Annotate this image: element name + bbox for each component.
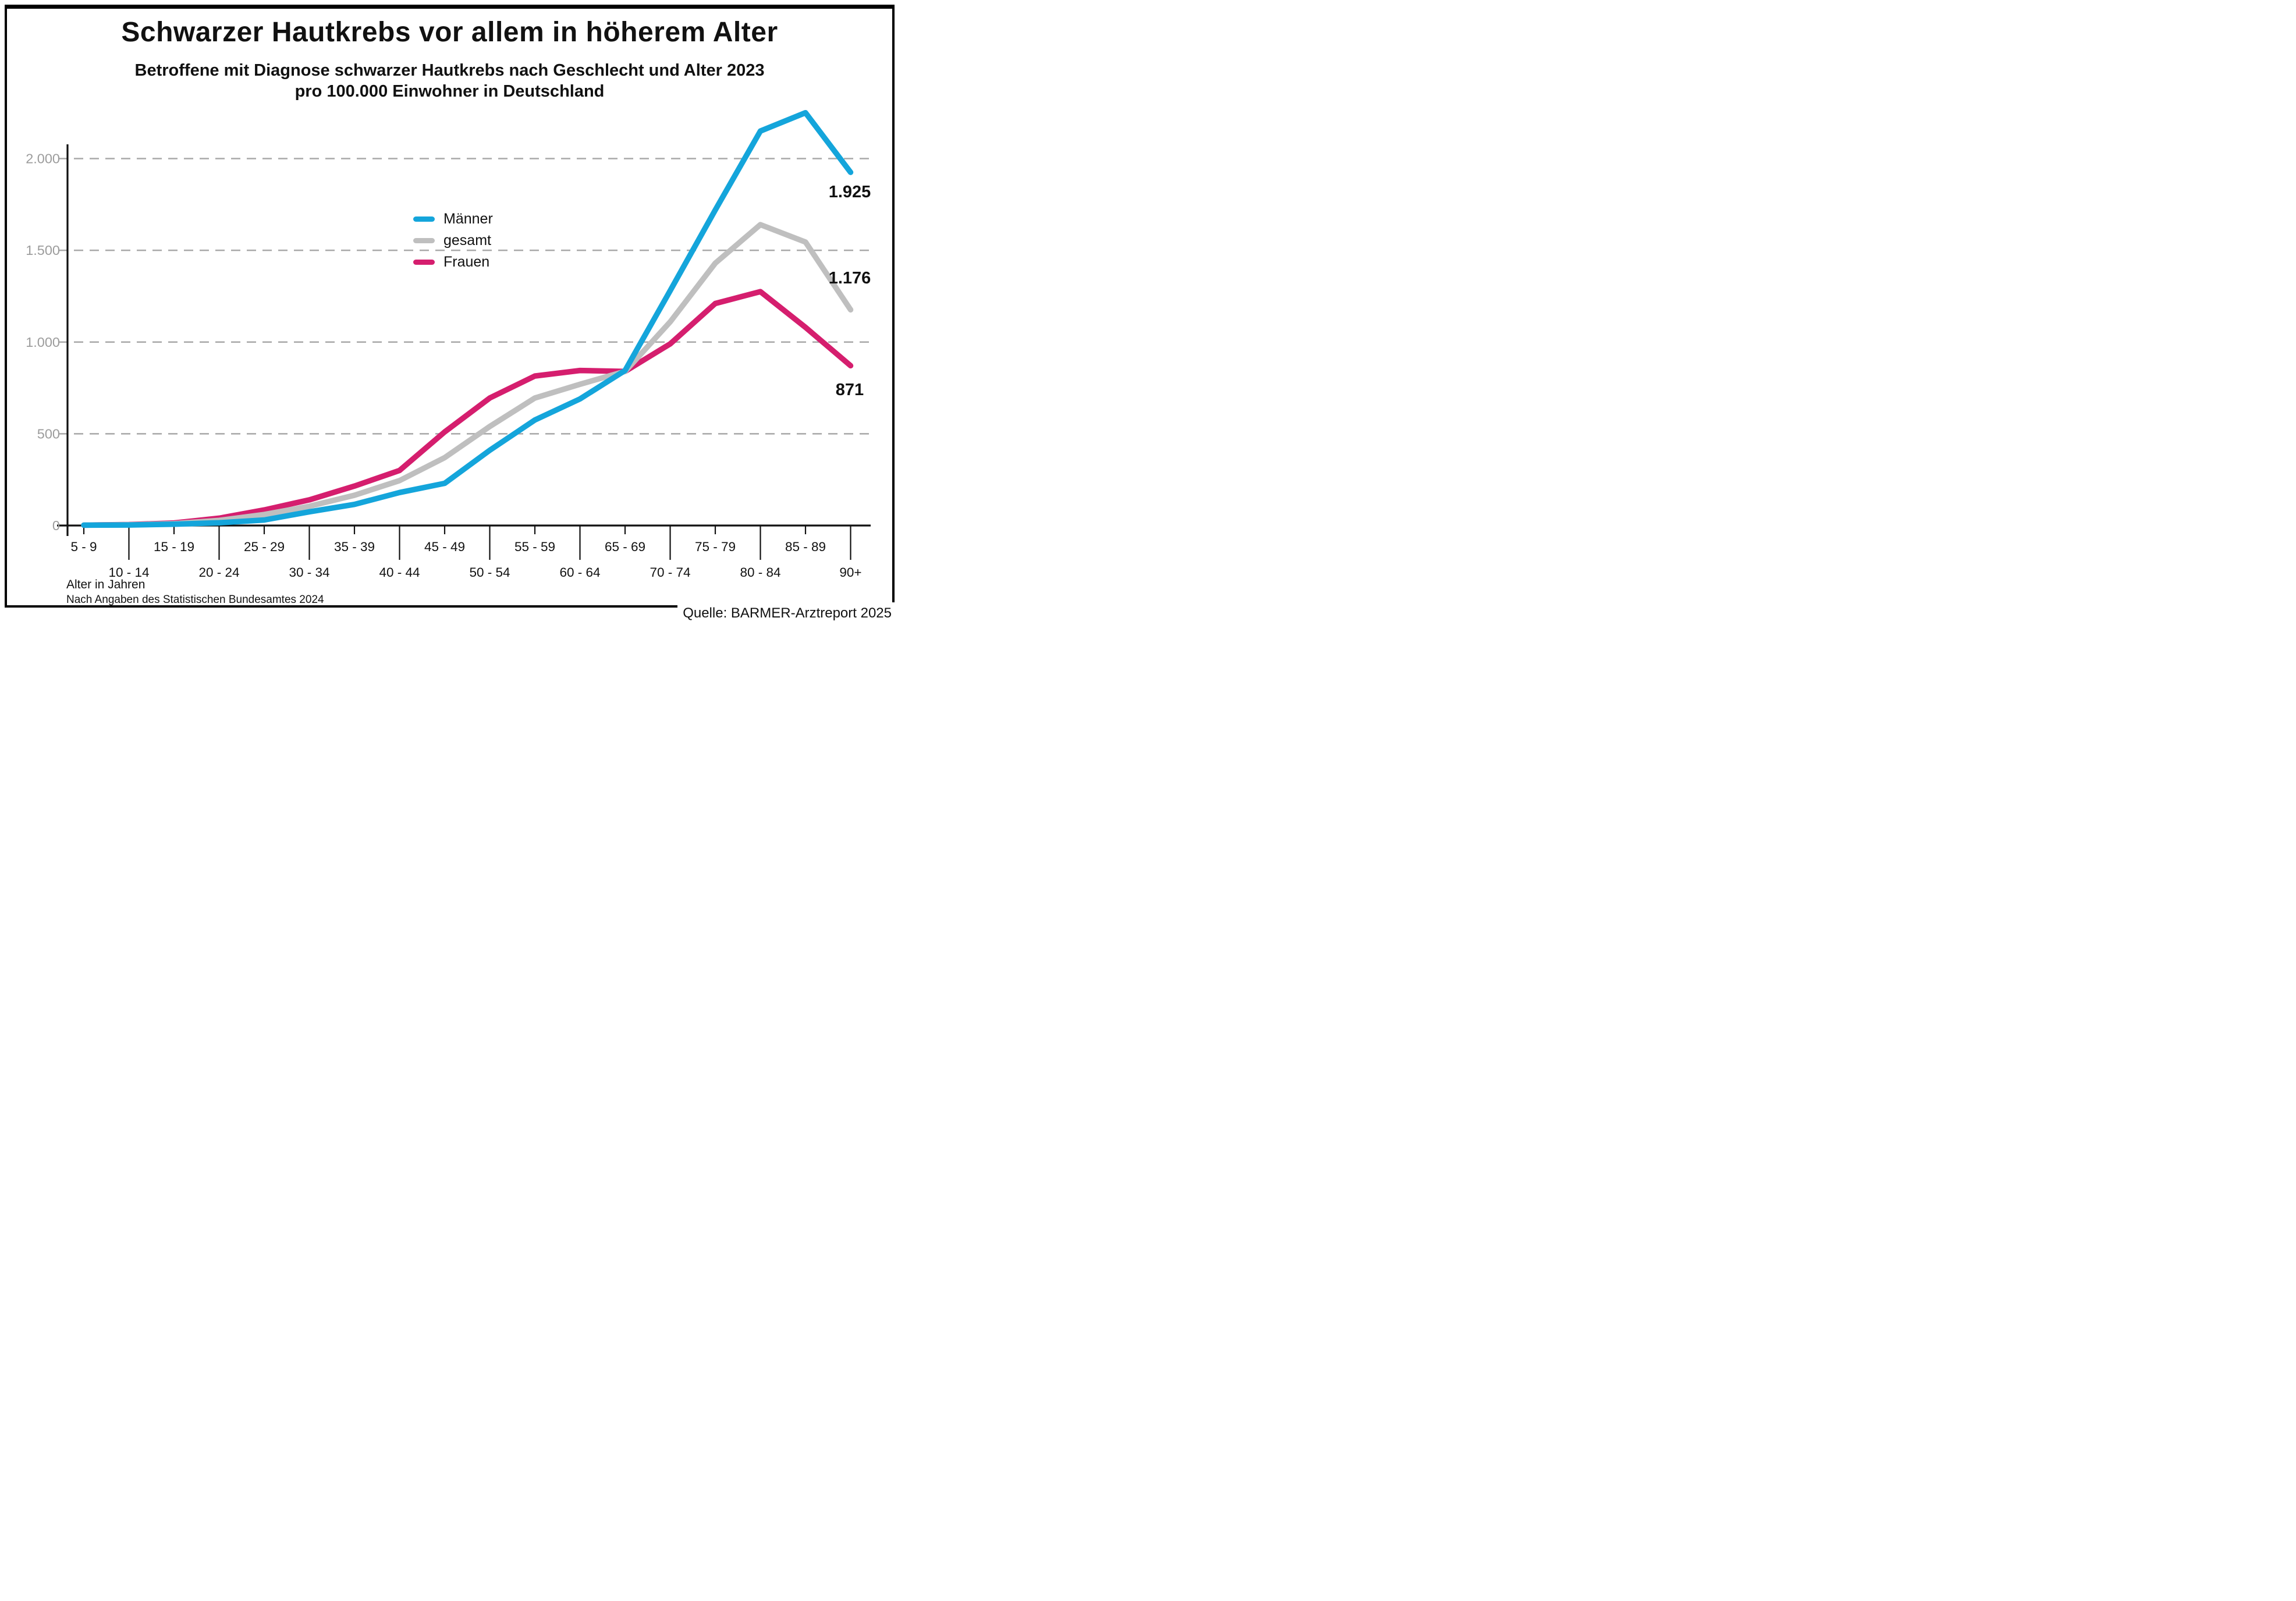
x-tick-label-6: 30 - 34 xyxy=(289,565,329,580)
x-tick-label-4: 20 - 24 xyxy=(198,565,239,580)
legend-item-frauen: Frauen xyxy=(413,251,493,273)
x-tick-label-17: 85 - 89 xyxy=(785,539,826,554)
legend-item-gesamt: gesamt xyxy=(413,230,493,251)
source-credit: Quelle: BARMER-Arztreport 2025 xyxy=(679,605,892,622)
y-tick-label-1500: 1.500 xyxy=(26,243,60,258)
legend-label-gesamt: gesamt xyxy=(443,232,491,249)
y-tick-label-500: 500 xyxy=(37,426,60,441)
legend-swatch-maenner xyxy=(413,216,435,222)
chart-legend: Männer gesamt Frauen xyxy=(413,208,493,273)
x-tick-label-7: 35 - 39 xyxy=(334,539,375,554)
x-tick-label-14: 70 - 74 xyxy=(650,565,690,580)
value-label-maenner: 1.925 xyxy=(828,183,871,201)
y-tick-label-2000: 2.000 xyxy=(26,151,60,166)
x-tick-label-9: 45 - 49 xyxy=(424,539,465,554)
y-tick-label-0: 0 xyxy=(52,518,60,533)
legend-label-maenner: Männer xyxy=(443,211,493,227)
x-tick-label-3: 15 - 19 xyxy=(154,539,194,554)
frame-border-right xyxy=(892,5,895,602)
x-tick-label-18: 90+ xyxy=(839,565,861,580)
x-tick-label-2: 10 - 14 xyxy=(108,565,149,580)
y-tick-label-1000: 1.000 xyxy=(26,335,60,350)
frame-border-left xyxy=(5,5,7,608)
x-tick-label-8: 40 - 44 xyxy=(379,565,420,580)
chart-subtitle-line1: Betroffene mit Diagnose schwarzer Hautkr… xyxy=(134,61,765,80)
x-tick-label-16: 80 - 84 xyxy=(740,565,780,580)
x-tick-label-13: 65 - 69 xyxy=(605,539,645,554)
x-axis-title: Alter in Jahren xyxy=(66,578,146,591)
series-line-Frauen xyxy=(81,289,854,528)
x-tick-label-10: 50 - 54 xyxy=(469,565,510,580)
series-line-Männer xyxy=(81,109,854,528)
page-title: Schwarzer Hautkrebs vor allem in höherem… xyxy=(121,17,778,48)
value-label-gesamt: 1.176 xyxy=(828,269,871,287)
data-footnote: Nach Angaben des Statistischen Bundesamt… xyxy=(66,594,324,606)
legend-label-frauen: Frauen xyxy=(443,254,490,270)
x-tick-label-5: 25 - 29 xyxy=(244,539,285,554)
line-chart: 0 500 1.000 1.500 2.000 5 - 9 10 - 14 15 - 19 20… xyxy=(26,109,871,580)
frame-border-top xyxy=(5,5,895,9)
legend-swatch-gesamt xyxy=(413,238,435,243)
legend-item-maenner: Männer xyxy=(413,208,493,230)
chart-subtitle-line2: pro 100.000 Einwohner in Deutschland xyxy=(294,82,605,101)
x-tick-label-12: 60 - 64 xyxy=(559,565,600,580)
x-tick-label-1: 5 - 9 xyxy=(70,539,97,554)
value-label-frauen: 871 xyxy=(835,381,864,399)
x-tick-label-15: 75 - 79 xyxy=(695,539,736,554)
legend-swatch-frauen xyxy=(413,260,435,265)
frame-border-bottom xyxy=(5,605,677,608)
x-tick-label-11: 55 - 59 xyxy=(514,539,555,554)
